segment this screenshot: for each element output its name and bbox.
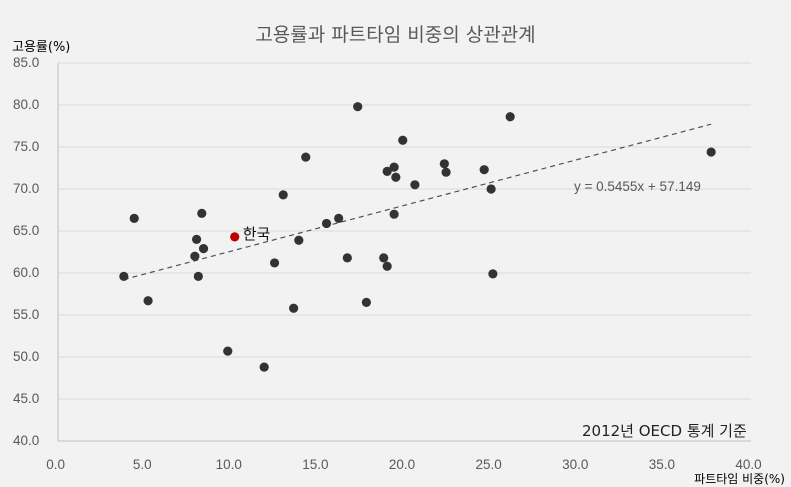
data-point [334, 213, 344, 223]
data-point [190, 251, 200, 261]
y-tick-label: 70.0 [13, 181, 40, 196]
data-point [706, 147, 716, 157]
x-tick-label: 10.0 [215, 457, 242, 472]
data-point [379, 253, 389, 263]
x-tick-label: 20.0 [388, 457, 416, 472]
data-point [505, 112, 515, 122]
data-point [259, 362, 269, 372]
y-tick-label: 80.0 [13, 97, 40, 112]
data-point [294, 235, 304, 245]
data-point [479, 165, 489, 175]
x-tick-label: 25.0 [475, 457, 502, 472]
data-point [321, 218, 332, 229]
data-point [269, 258, 280, 268]
x-tick-label: 40.0 [735, 457, 762, 472]
x-tick-label: 0.0 [46, 457, 66, 472]
data-point [342, 253, 352, 263]
source-note: 2012년 OECD 통계 기준 [582, 422, 747, 440]
y-tick-label: 85.0 [13, 55, 40, 70]
data-point [301, 152, 311, 162]
x-tick-label: 30.0 [562, 457, 589, 472]
data-point [223, 346, 233, 356]
data-point [389, 162, 399, 172]
data-point [488, 269, 498, 279]
highlight-label: 한국 [243, 225, 271, 243]
data-point [361, 297, 371, 307]
x-tick-label: 15.0 [302, 457, 329, 472]
chart-title: 고용률과 파트타임 비중의 상관관계 [255, 24, 536, 46]
data-point [398, 135, 408, 145]
data-point [143, 296, 153, 306]
trendline-equation: y = 0.5455x + 57.149 [574, 179, 701, 194]
data-point [410, 180, 420, 190]
data-point [353, 102, 363, 112]
data-point [289, 303, 299, 313]
y-tick-label: 60.0 [13, 265, 40, 280]
data-point [389, 209, 399, 219]
y-tick-label: 50.0 [13, 349, 40, 364]
y-tick-label: 65.0 [13, 223, 40, 238]
x-axis-title: 파트타임 비중(%) [694, 472, 785, 486]
data-point [198, 244, 209, 254]
y-tick-label: 55.0 [13, 307, 40, 322]
data-point [129, 213, 139, 223]
data-point [193, 271, 203, 281]
data-point [119, 271, 129, 281]
x-tick-label: 35.0 [648, 457, 676, 472]
highlight-point-korea [230, 232, 240, 242]
data-point [441, 167, 451, 177]
data-point [382, 166, 392, 176]
y-tick-label: 45.0 [13, 391, 40, 406]
trendline [123, 123, 712, 281]
y-tick-label: 75.0 [13, 139, 40, 154]
x-tick-label: 5.0 [132, 457, 152, 472]
data-point [382, 261, 392, 271]
y-axis-title: 고용률(%) [12, 40, 71, 55]
data-point [192, 234, 202, 244]
data-point [278, 190, 288, 200]
data-point [197, 208, 207, 218]
data-point [391, 172, 401, 182]
data-point [439, 159, 449, 169]
data-point [486, 184, 496, 194]
y-tick-label: 40.0 [13, 433, 40, 448]
